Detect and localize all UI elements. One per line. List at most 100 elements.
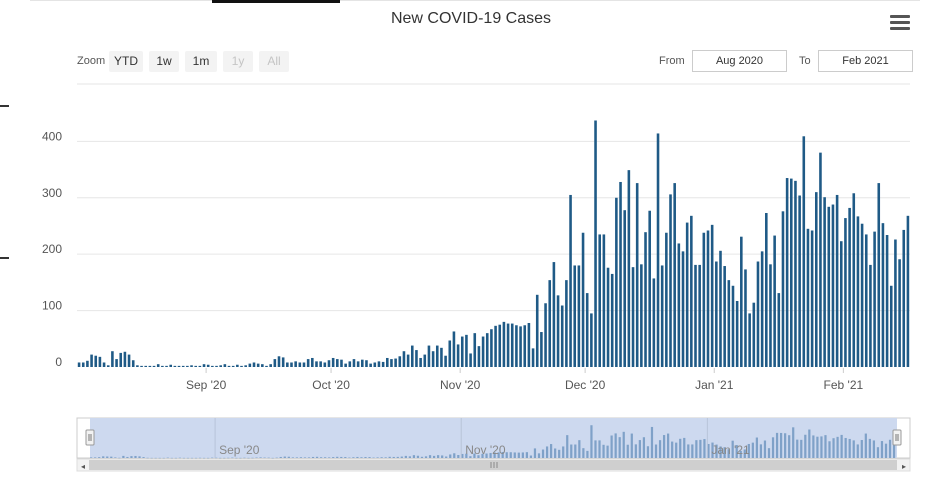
bar xyxy=(740,236,743,367)
bar xyxy=(619,181,622,367)
bar xyxy=(148,365,152,367)
navigator-bar xyxy=(533,448,537,458)
navigator-bar xyxy=(384,457,387,458)
hamburger-menu-icon[interactable] xyxy=(890,15,910,31)
bar xyxy=(340,359,343,367)
bar xyxy=(248,363,252,367)
bar xyxy=(898,259,901,367)
bar xyxy=(369,363,372,367)
navigator-bar xyxy=(606,445,609,459)
bar xyxy=(806,228,810,367)
navigator-bar xyxy=(251,457,254,459)
navigator-bar xyxy=(739,450,742,459)
scrollbar-thumb[interactable] xyxy=(89,460,897,470)
navigator-bar xyxy=(412,455,416,458)
bar xyxy=(81,362,85,367)
bar xyxy=(577,265,581,367)
navigator-bar xyxy=(150,457,153,459)
zoom-1w-button[interactable]: 1w xyxy=(149,51,179,72)
navigator-scrollbar: ◂ ▸ xyxy=(76,458,911,472)
navigator-bar xyxy=(779,432,783,458)
bar xyxy=(706,230,710,367)
navigator-bar xyxy=(808,429,811,458)
bar xyxy=(465,334,468,367)
bar xyxy=(681,251,685,367)
bar xyxy=(785,178,789,367)
navigator-bar xyxy=(586,450,589,459)
bar xyxy=(415,350,418,367)
navigator-bar xyxy=(671,441,674,458)
navigator-bar xyxy=(812,435,815,458)
scroll-left-arrow-icon[interactable]: ◂ xyxy=(81,462,85,471)
bar xyxy=(540,332,543,367)
navigator-bar xyxy=(800,439,803,458)
bar xyxy=(702,232,706,367)
bar xyxy=(694,264,697,367)
bar xyxy=(161,365,164,367)
navigator-bar xyxy=(828,441,831,458)
y-tick-label: 0 xyxy=(55,355,62,369)
bar xyxy=(665,232,668,367)
bar xyxy=(627,170,631,367)
navigator-bar xyxy=(521,452,524,458)
navigator-bar xyxy=(166,457,169,459)
bar xyxy=(406,354,410,367)
navigator-bar xyxy=(142,457,145,458)
bar xyxy=(815,192,818,367)
to-date-input[interactable]: Feb 2021 xyxy=(818,50,913,72)
navigator-bar xyxy=(840,434,843,458)
bar xyxy=(477,346,481,367)
navigator-bar xyxy=(614,433,617,458)
navigator-bar xyxy=(570,444,573,458)
navigator-bar xyxy=(118,457,121,459)
bar xyxy=(256,363,260,367)
navigator-bar xyxy=(634,444,637,458)
bar xyxy=(311,357,314,367)
navigator-bar xyxy=(324,457,327,458)
bar xyxy=(398,356,402,367)
bar xyxy=(502,321,506,367)
navigator-bar xyxy=(642,437,646,458)
zoom-all-button[interactable]: All xyxy=(259,51,289,72)
bar xyxy=(298,362,302,367)
navigator-bar xyxy=(416,455,420,458)
navigator-bar xyxy=(852,440,855,459)
bar xyxy=(265,365,268,367)
bar xyxy=(635,183,639,367)
navigator-bar xyxy=(126,456,129,458)
navigator-bar xyxy=(428,455,432,458)
navigator-bar xyxy=(679,438,682,458)
from-date-input[interactable]: Aug 2020 xyxy=(692,50,787,72)
bar xyxy=(631,267,635,367)
navigator-bar xyxy=(509,452,512,458)
bar xyxy=(194,365,197,367)
bar xyxy=(460,336,464,367)
bar xyxy=(435,345,439,367)
scroll-right-arrow-icon[interactable]: ▸ xyxy=(902,462,906,471)
bar xyxy=(269,364,272,367)
bar xyxy=(352,359,356,367)
navigator-bar xyxy=(788,435,791,458)
bar xyxy=(848,207,851,367)
navigator-bar xyxy=(497,452,500,459)
navigator-right-handle[interactable] xyxy=(892,429,902,446)
navigator-bar xyxy=(215,457,218,459)
bar xyxy=(423,354,427,367)
bar xyxy=(864,234,868,367)
navigator-left-handle[interactable] xyxy=(85,429,95,446)
zoom-1y-button[interactable]: 1y xyxy=(223,51,253,72)
bar xyxy=(394,358,397,367)
bar xyxy=(156,364,160,367)
zoom-ytd-button[interactable]: YTD xyxy=(109,51,143,72)
navigator-bar xyxy=(541,449,545,458)
bar xyxy=(556,295,560,367)
zoom-1m-button[interactable]: 1m xyxy=(185,51,217,72)
bar xyxy=(498,324,502,367)
bar xyxy=(115,359,118,367)
bar xyxy=(215,365,218,367)
bar xyxy=(715,261,718,367)
navigator-bar xyxy=(469,456,472,458)
navigator-bar xyxy=(566,435,569,459)
navigator-bar xyxy=(207,457,210,459)
navigator-bar xyxy=(477,455,480,458)
